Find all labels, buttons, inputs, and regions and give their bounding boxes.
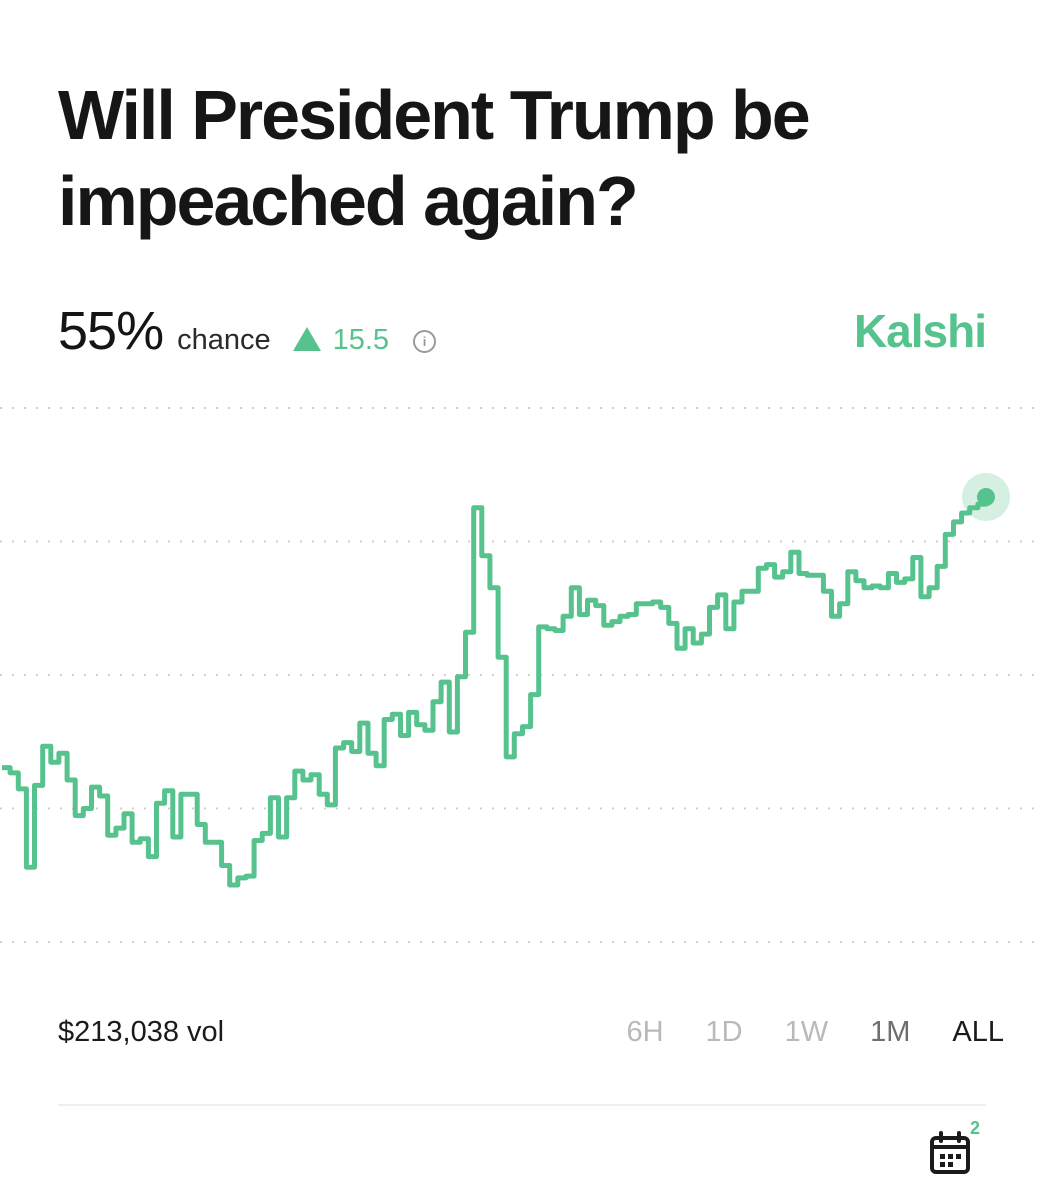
chance-series-line bbox=[2, 497, 989, 888]
change-indicator: 15.5 bbox=[292, 324, 390, 357]
range-all[interactable]: ALL bbox=[952, 1015, 1004, 1048]
change-value: 15.5 bbox=[332, 324, 390, 356]
range-1w[interactable]: 1W bbox=[784, 1015, 829, 1048]
divider bbox=[58, 1104, 986, 1106]
info-icon[interactable]: i bbox=[413, 330, 437, 353]
calendar-icon[interactable] bbox=[928, 1130, 972, 1178]
title-line-1: Will President Trump be bbox=[58, 76, 811, 154]
title-line-2: impeached again? bbox=[58, 162, 639, 240]
current-point[interactable] bbox=[977, 488, 995, 506]
probability-chart bbox=[0, 407, 1044, 943]
range-1m[interactable]: 1M bbox=[870, 1015, 911, 1048]
chance-label: chance bbox=[177, 324, 271, 356]
up-triangle-icon bbox=[292, 327, 321, 351]
market-question-title: Will President Trump be impeached again? bbox=[58, 72, 958, 244]
volume-label: $213,038 vol bbox=[58, 1015, 225, 1048]
calendar-badge: 2 bbox=[970, 1118, 981, 1138]
probability-value: 55% bbox=[58, 301, 164, 361]
chart-footer: $213,038 vol 6H 1D 1W 1M ALL bbox=[58, 1008, 1004, 1056]
probability-stats: 55% chance 15.5 i bbox=[58, 300, 437, 364]
kalshi-logo[interactable]: Kalshi bbox=[853, 305, 987, 357]
time-range-selector: 6H 1D 1W 1M ALL bbox=[626, 1016, 1004, 1049]
range-1d[interactable]: 1D bbox=[705, 1015, 743, 1048]
range-6h[interactable]: 6H bbox=[626, 1015, 664, 1048]
